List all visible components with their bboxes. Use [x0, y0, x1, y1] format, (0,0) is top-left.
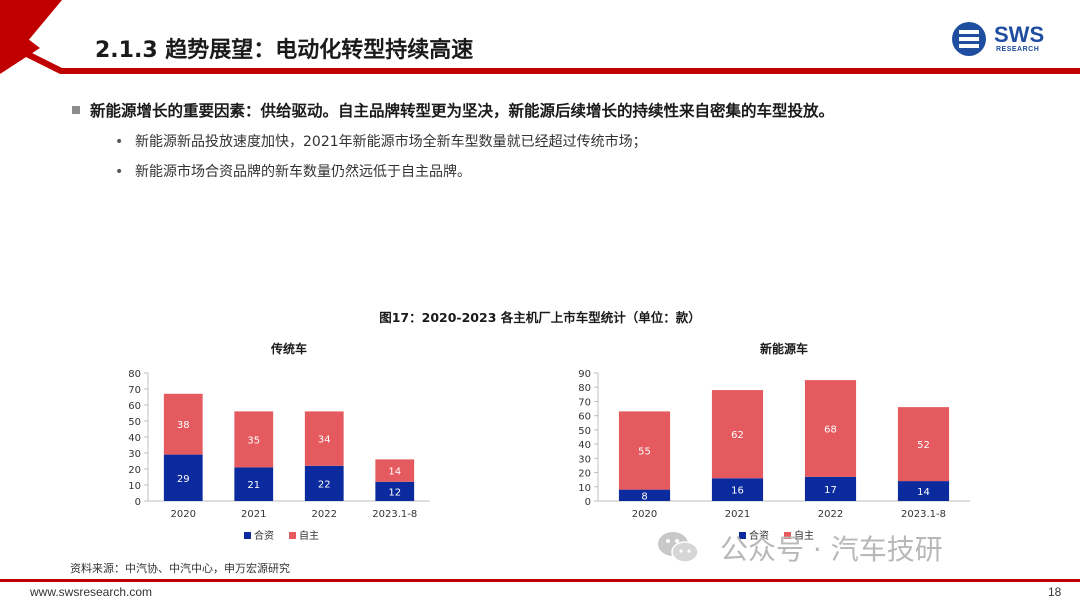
- data-label: 68: [824, 424, 837, 435]
- legend-label: 自主: [794, 529, 814, 542]
- logo-subtext: RESEARCH: [996, 46, 1040, 53]
- legend-label: 合资: [254, 529, 274, 542]
- legend-label: 自主: [299, 529, 319, 542]
- square-bullet-icon: [72, 106, 80, 114]
- bullet-dot-icon: •: [115, 134, 124, 150]
- y-tick-label: 80: [128, 369, 141, 380]
- y-tick-label: 10: [578, 483, 591, 494]
- data-label: 17: [824, 485, 837, 496]
- bar-segment: [618, 411, 671, 490]
- y-tick-label: 40: [128, 433, 141, 444]
- bar-segment: [304, 411, 344, 466]
- y-tick-label: 30: [578, 454, 591, 465]
- bar-segment: [375, 481, 415, 501]
- bullet-text: 新能源市场合资品牌的新车数量仍然远低于自主品牌。: [135, 164, 471, 180]
- bullet-item: • 新能源市场合资品牌的新车数量仍然远低于自主品牌。: [115, 161, 471, 181]
- y-tick-label: 10: [128, 481, 141, 492]
- data-label: 34: [318, 435, 331, 446]
- x-tick-label: 2020: [171, 509, 196, 520]
- header-band: [0, 0, 1080, 74]
- data-label: 21: [247, 480, 260, 491]
- sws-logo-icon: [952, 22, 986, 56]
- y-tick-label: 80: [578, 383, 591, 394]
- x-tick-label: 2022: [312, 509, 337, 520]
- data-label: 16: [731, 486, 744, 497]
- y-tick-label: 20: [128, 465, 141, 476]
- bar-segment: [618, 489, 671, 501]
- source-note: 资料来源：中汽协、中汽中心，申万宏源研究: [70, 562, 290, 575]
- y-tick-label: 70: [128, 385, 141, 396]
- chart-title: 新能源车: [760, 341, 808, 356]
- y-tick-label: 40: [578, 440, 591, 451]
- data-label: 35: [247, 435, 260, 446]
- x-tick-label: 2021: [725, 509, 750, 520]
- bullet-text: 新能源新品投放速度加快，2021年新能源市场全新车型数量就已经超过传统市场；: [135, 134, 647, 150]
- data-label: 14: [917, 487, 930, 498]
- legend-swatch: [289, 532, 296, 539]
- data-label: 55: [638, 447, 651, 458]
- y-tick-label: 0: [135, 497, 141, 508]
- data-label: 14: [388, 467, 401, 478]
- x-tick-label: 2020: [632, 509, 657, 520]
- chart-title: 传统车: [270, 341, 307, 356]
- watermark: 公众号 · 汽车技研: [720, 533, 943, 566]
- data-label: 22: [318, 479, 331, 490]
- wechat-icon: [658, 532, 699, 563]
- legend-swatch: [784, 532, 791, 539]
- bar-segment: [897, 407, 950, 482]
- data-label: 62: [731, 430, 744, 441]
- bar-segment: [711, 390, 764, 479]
- bar-segment: [804, 380, 857, 477]
- bar-segment: [234, 411, 274, 468]
- legend-swatch: [244, 532, 251, 539]
- headline: 新能源增长的重要因素：供给驱动。自主品牌转型更为坚决，新能源后续增长的持续性来自…: [72, 99, 834, 121]
- figure-title: 图17：2020-2023 各主机厂上市车型统计（单位：款）: [379, 310, 701, 325]
- y-tick-label: 0: [585, 497, 591, 508]
- y-tick-label: 60: [578, 412, 591, 423]
- bar-segment: [804, 476, 857, 501]
- page-number: 18: [1048, 585, 1062, 599]
- x-tick-label: 2023.1-8: [372, 509, 417, 520]
- x-tick-label: 2021: [241, 509, 266, 520]
- data-label: 29: [177, 474, 190, 485]
- bullet-dot-icon: •: [115, 164, 124, 180]
- bar-segment: [897, 481, 950, 501]
- bar-segment: [711, 478, 764, 501]
- bar-segment: [163, 393, 203, 455]
- y-tick-label: 50: [128, 417, 141, 428]
- headline-text: 新能源增长的重要因素：供给驱动。自主品牌转型更为坚决，新能源后续增长的持续性来自…: [90, 102, 835, 120]
- footer-url[interactable]: www.swsresearch.com: [30, 585, 153, 599]
- bar-segment: [163, 454, 203, 501]
- bullet-item: • 新能源新品投放速度加快，2021年新能源市场全新车型数量就已经超过传统市场；: [115, 131, 647, 151]
- y-tick-label: 70: [578, 397, 591, 408]
- y-tick-label: 30: [128, 449, 141, 460]
- legend-swatch: [739, 532, 746, 539]
- x-tick-label: 2022: [818, 509, 843, 520]
- chart-new-energy: 新能源车 0 10 20 30 40 50 60 70 80 90 8 55 2020 16 62 2021 17…: [578, 341, 970, 542]
- footer-divider: [0, 579, 1080, 582]
- y-tick-label: 60: [128, 401, 141, 412]
- data-label: 52: [917, 440, 930, 451]
- bar-segment: [304, 465, 344, 501]
- data-label: 12: [388, 487, 401, 498]
- data-label: 8: [641, 491, 647, 502]
- y-tick-label: 90: [578, 369, 591, 380]
- page-title: 2.1.3 趋势展望：电动化转型持续高速: [95, 38, 474, 63]
- logo-text: SWS: [994, 22, 1045, 47]
- y-tick-label: 50: [578, 426, 591, 437]
- x-tick-label: 2023.1-8: [901, 509, 946, 520]
- y-tick-label: 20: [578, 469, 591, 480]
- bar-segment: [375, 459, 415, 482]
- data-label: 38: [177, 420, 190, 431]
- legend-label: 合资: [749, 529, 769, 542]
- chart-traditional: 传统车 0 10 20 30 40 50 60 70 80 29 38 2020 21 35 2021 22 34…: [128, 341, 430, 542]
- bar-segment: [234, 467, 274, 501]
